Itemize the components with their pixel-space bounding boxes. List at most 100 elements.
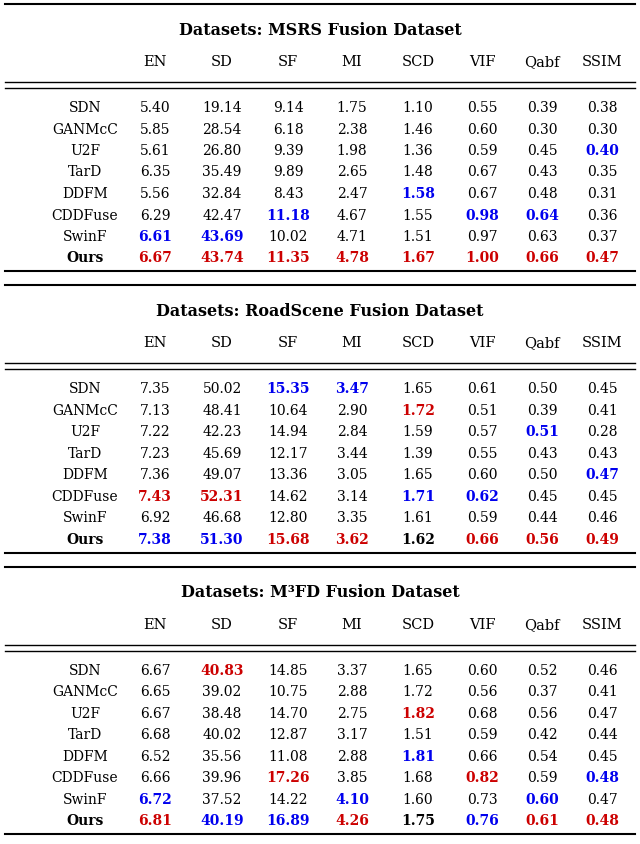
Text: 1.00: 1.00 [465, 252, 499, 266]
Text: GANMcC: GANMcC [52, 685, 118, 699]
Text: 1.81: 1.81 [401, 749, 435, 764]
Text: 38.48: 38.48 [202, 706, 242, 721]
Text: 1.71: 1.71 [401, 490, 435, 504]
Text: SDN: SDN [68, 663, 101, 678]
Text: 0.50: 0.50 [527, 468, 557, 482]
Text: TarD: TarD [68, 165, 102, 180]
Text: 0.56: 0.56 [525, 533, 559, 547]
Text: 0.36: 0.36 [587, 208, 617, 223]
Text: 0.45: 0.45 [587, 749, 618, 764]
Text: 4.67: 4.67 [337, 208, 367, 223]
Text: 0.48: 0.48 [527, 187, 557, 201]
Text: 0.43: 0.43 [527, 446, 557, 461]
Text: 45.69: 45.69 [202, 446, 242, 461]
Text: 10.75: 10.75 [268, 685, 308, 699]
Text: 4.26: 4.26 [335, 814, 369, 828]
Text: VIF: VIF [468, 618, 495, 631]
Text: 2.47: 2.47 [337, 187, 367, 201]
Text: 1.62: 1.62 [401, 533, 435, 547]
Text: TarD: TarD [68, 446, 102, 461]
Text: 6.67: 6.67 [140, 706, 170, 721]
Text: 1.65: 1.65 [403, 382, 433, 397]
Text: 40.19: 40.19 [200, 814, 244, 828]
Text: 9.14: 9.14 [273, 101, 303, 115]
Text: Ours: Ours [67, 533, 104, 547]
Text: 0.45: 0.45 [527, 490, 557, 504]
Text: 0.82: 0.82 [465, 771, 499, 785]
Text: 4.10: 4.10 [335, 793, 369, 807]
Text: 0.48: 0.48 [585, 814, 619, 828]
Text: CDDFuse: CDDFuse [52, 490, 118, 504]
Text: 13.36: 13.36 [268, 468, 308, 482]
Text: 0.60: 0.60 [467, 468, 497, 482]
Text: 7.36: 7.36 [140, 468, 170, 482]
Text: 1.72: 1.72 [401, 403, 435, 418]
Text: 6.68: 6.68 [140, 728, 170, 742]
Text: SCD: SCD [401, 336, 435, 350]
Text: 0.73: 0.73 [467, 793, 497, 807]
Text: 2.88: 2.88 [337, 685, 367, 699]
Text: 51.30: 51.30 [200, 533, 244, 547]
Text: 0.37: 0.37 [587, 230, 618, 244]
Text: 12.80: 12.80 [268, 511, 308, 525]
Text: 0.66: 0.66 [465, 533, 499, 547]
Text: GANMcC: GANMcC [52, 122, 118, 137]
Text: 6.66: 6.66 [140, 771, 170, 785]
Text: 0.37: 0.37 [527, 685, 557, 699]
Text: SD: SD [211, 55, 233, 69]
Text: 3.62: 3.62 [335, 533, 369, 547]
Text: 14.85: 14.85 [268, 663, 308, 678]
Text: Ours: Ours [67, 814, 104, 828]
Text: 0.47: 0.47 [587, 706, 618, 721]
Text: 3.14: 3.14 [337, 490, 367, 504]
Text: CDDFuse: CDDFuse [52, 771, 118, 785]
Text: 6.61: 6.61 [138, 230, 172, 244]
Text: 0.44: 0.44 [587, 728, 618, 742]
Text: 6.81: 6.81 [138, 814, 172, 828]
Text: 0.55: 0.55 [467, 101, 497, 115]
Text: 6.67: 6.67 [138, 252, 172, 266]
Text: SSIM: SSIM [582, 618, 622, 631]
Text: 1.48: 1.48 [403, 165, 433, 180]
Text: Qabf: Qabf [524, 55, 560, 69]
Text: 3.85: 3.85 [337, 771, 367, 785]
Text: U2F: U2F [70, 706, 100, 721]
Text: 40.02: 40.02 [202, 728, 242, 742]
Text: 3.17: 3.17 [337, 728, 367, 742]
Text: 0.44: 0.44 [527, 511, 557, 525]
Text: 0.30: 0.30 [587, 122, 617, 137]
Text: 16.89: 16.89 [266, 814, 310, 828]
Text: GANMcC: GANMcC [52, 403, 118, 418]
Text: 0.98: 0.98 [465, 208, 499, 223]
Text: 0.60: 0.60 [467, 122, 497, 137]
Text: U2F: U2F [70, 144, 100, 158]
Text: 0.60: 0.60 [467, 663, 497, 678]
Text: 42.47: 42.47 [202, 208, 242, 223]
Text: 0.48: 0.48 [585, 771, 619, 785]
Text: 0.52: 0.52 [527, 663, 557, 678]
Text: MI: MI [342, 618, 362, 631]
Text: SF: SF [278, 336, 298, 350]
Text: 17.26: 17.26 [266, 771, 310, 785]
Text: 43.74: 43.74 [200, 252, 244, 266]
Text: 0.97: 0.97 [467, 230, 497, 244]
Text: CDDFuse: CDDFuse [52, 208, 118, 223]
Text: 10.64: 10.64 [268, 403, 308, 418]
Text: 5.56: 5.56 [140, 187, 170, 201]
Text: 3.05: 3.05 [337, 468, 367, 482]
Text: 6.35: 6.35 [140, 165, 170, 180]
Text: 1.46: 1.46 [403, 122, 433, 137]
Text: 7.23: 7.23 [140, 446, 170, 461]
Text: SwinF: SwinF [63, 230, 108, 244]
Text: SD: SD [211, 336, 233, 350]
Text: 15.68: 15.68 [266, 533, 310, 547]
Text: 0.40: 0.40 [585, 144, 619, 158]
Text: 1.65: 1.65 [403, 468, 433, 482]
Text: 1.72: 1.72 [403, 685, 433, 699]
Text: 0.67: 0.67 [467, 187, 497, 201]
Text: 0.59: 0.59 [467, 728, 497, 742]
Text: 2.65: 2.65 [337, 165, 367, 180]
Text: 0.50: 0.50 [527, 382, 557, 397]
Text: 0.59: 0.59 [527, 771, 557, 785]
Text: 26.80: 26.80 [202, 144, 242, 158]
